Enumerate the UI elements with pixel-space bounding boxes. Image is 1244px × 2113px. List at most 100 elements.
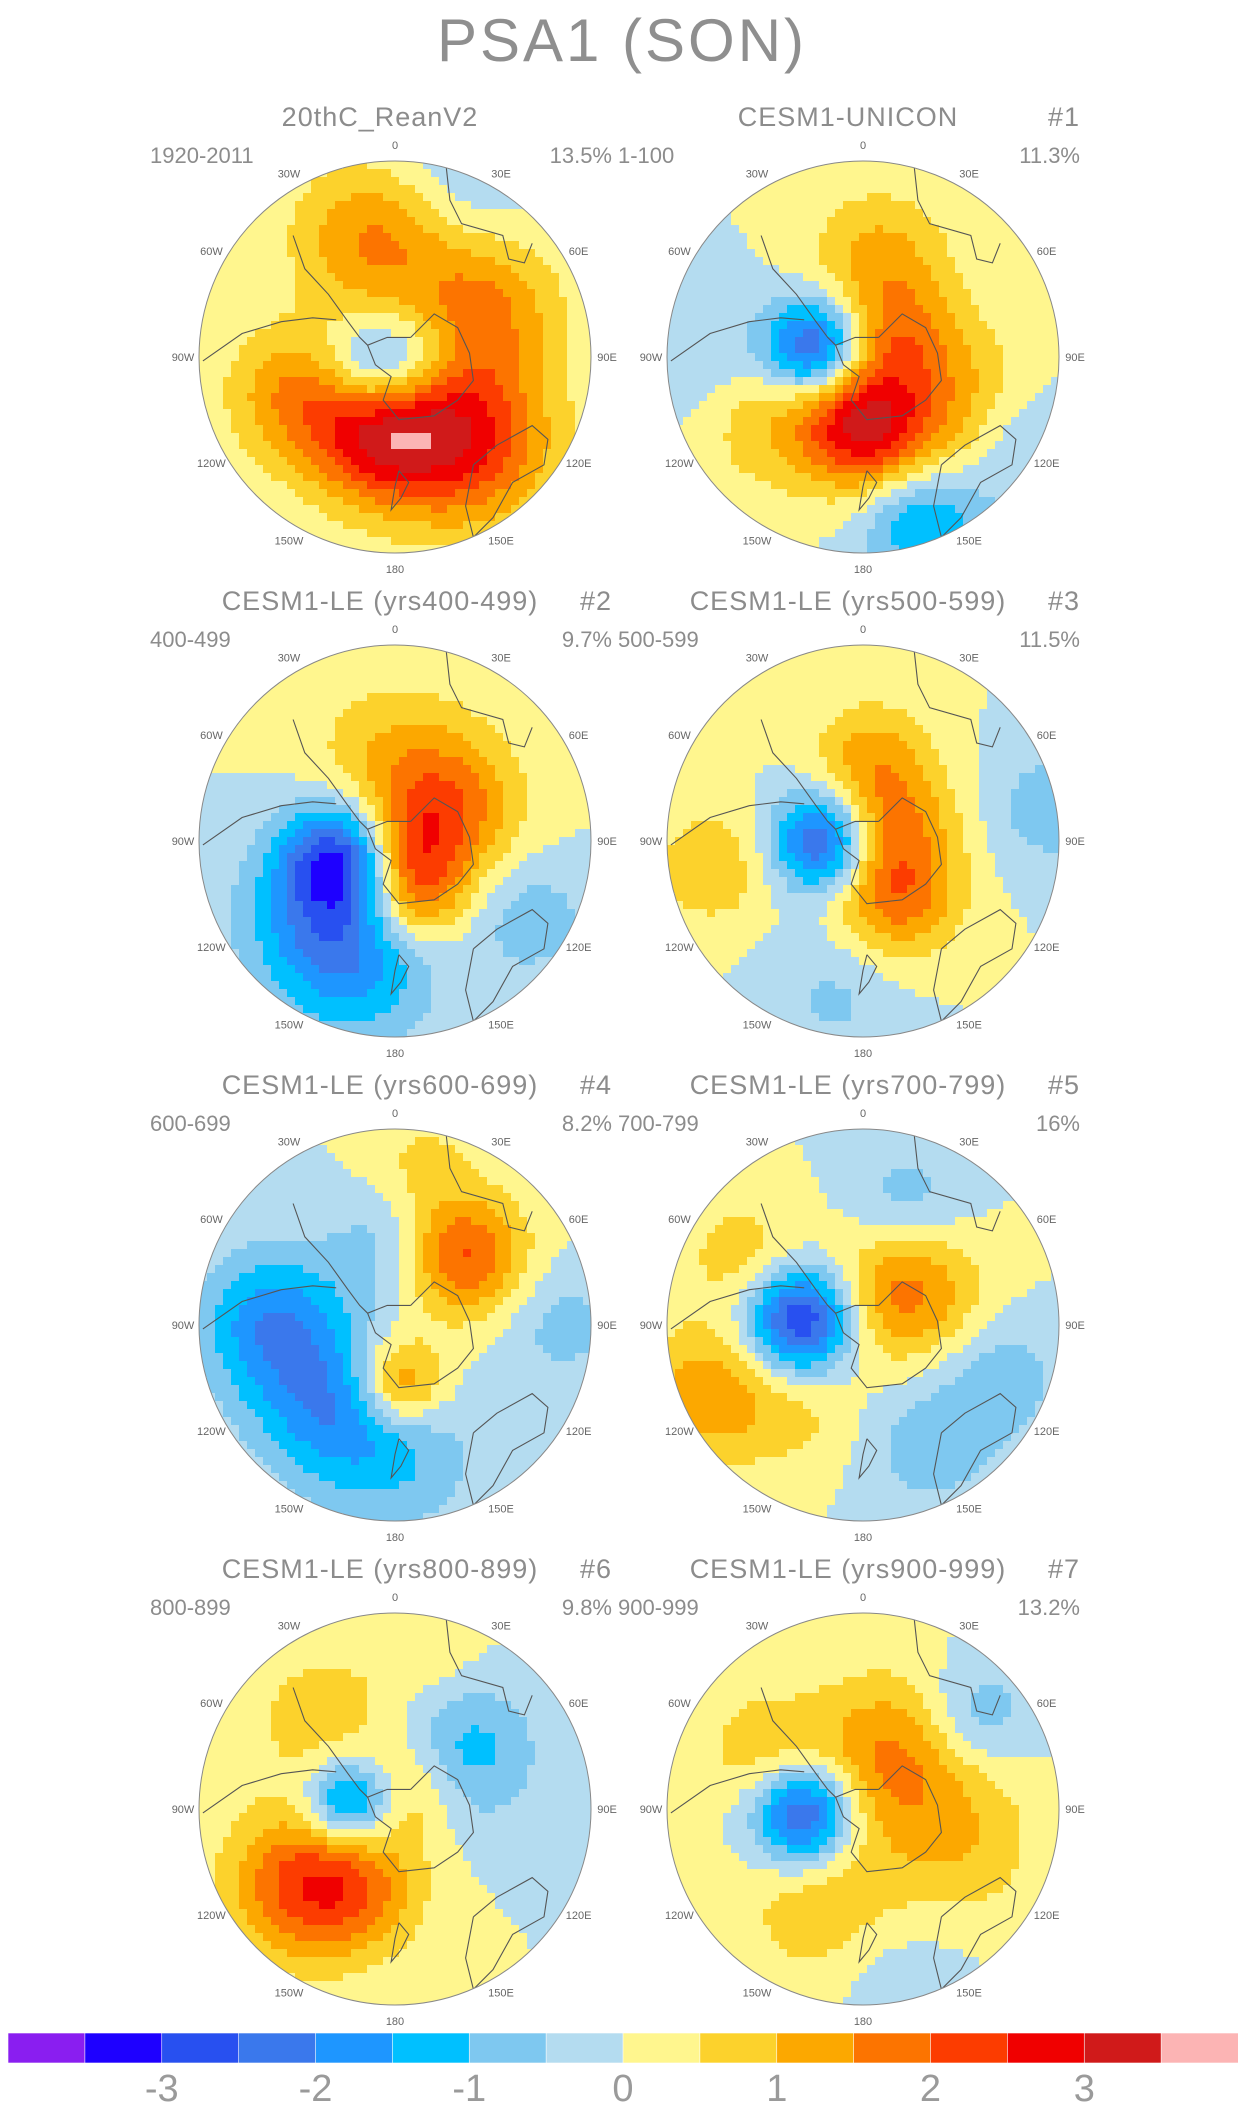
coastline	[445, 164, 533, 264]
longitude-label: 30W	[746, 1136, 769, 1148]
colorbar-tick-label: 0	[612, 2068, 633, 2105]
colorbar-swatch	[930, 2033, 1009, 2064]
map-boundary	[198, 644, 592, 1038]
panel-title: CESM1-LE (yrs400-499)	[221, 586, 539, 616]
polar-map: 0 30E 60E 90E 120E 150E 180 150W 120W 90W 60W 30W	[172, 1592, 617, 2028]
longitude-label: 90E	[1065, 1320, 1085, 1332]
longitude-label: 180	[854, 1532, 872, 1544]
colorbar-tick-label: 3	[1074, 2068, 1095, 2105]
longitude-label: 60E	[1037, 1698, 1057, 1710]
panel-title: CESM1-LE (yrs500-599)	[689, 586, 1007, 616]
longitude-label: 30E	[491, 652, 511, 664]
longitude-label: 60E	[1037, 1214, 1057, 1226]
longitude-label: 150E	[488, 1020, 514, 1032]
longitude-label: 0	[392, 140, 398, 152]
panel-years: 400-499	[150, 627, 231, 652]
longitude-label: 90W	[640, 1320, 663, 1332]
longitude-label: 180	[386, 1532, 404, 1544]
figure-title: PSA1 (SON)	[436, 7, 808, 74]
longitude-label: 120E	[566, 458, 592, 470]
panel-variance: 11.5%	[1019, 627, 1080, 652]
panel-title: CESM1-LE (yrs700-799)	[689, 1070, 1007, 1100]
panel-member-number: #4	[579, 1070, 612, 1100]
coastline	[390, 1438, 410, 1480]
longitude-label: 90W	[172, 352, 195, 364]
longitude-label: 0	[392, 1108, 398, 1120]
anomaly-field	[199, 161, 591, 553]
coastline	[366, 1281, 474, 1389]
longitude-label: 30E	[491, 168, 511, 180]
coastline	[445, 648, 533, 748]
longitude-label: 150W	[275, 536, 304, 548]
longitude-label: 120E	[566, 942, 592, 954]
longitude-label: 180	[386, 564, 404, 576]
coastline	[858, 1922, 878, 1964]
panel-variance: 9.8%	[561, 1595, 612, 1620]
longitude-label: 30E	[959, 168, 979, 180]
longitude-label: 30E	[959, 1136, 979, 1148]
colorbar-swatch	[1160, 2033, 1238, 2064]
panel-member-number: #5	[1047, 1070, 1080, 1100]
longitude-label: 120W	[665, 1426, 694, 1438]
anomaly-field	[667, 645, 1059, 1037]
longitude-label: 150W	[275, 1504, 304, 1516]
map-boundary	[666, 160, 1060, 554]
map-boundary	[198, 1612, 592, 2006]
coastline	[913, 164, 1001, 264]
polar-map: 0 30E 60E 90E 120E 150E 180 150W 120W 90W 60W 30W	[172, 624, 617, 1060]
colorbar-tick-label: 2	[920, 2068, 941, 2105]
longitude-label: 120E	[566, 1910, 592, 1922]
colorbar-tick-label: -1	[452, 2068, 486, 2105]
anomaly-field	[667, 161, 1059, 553]
panel-variance: 16%	[1035, 1111, 1080, 1136]
anomaly-field	[199, 1129, 591, 1521]
anomaly-field	[667, 1613, 1059, 2005]
longitude-label: 60W	[668, 246, 691, 258]
panel-title: CESM1-LE (yrs600-699)	[221, 1070, 539, 1100]
coastline	[202, 317, 337, 362]
coastline	[390, 1922, 410, 1964]
polar-map: 0 30E 60E 90E 120E 150E 180 150W 120W 90W 60W 30W	[172, 1108, 617, 1544]
coastline	[292, 1203, 368, 1314]
coastline	[858, 1438, 878, 1480]
coastline	[202, 1285, 337, 1330]
longitude-label: 90W	[172, 1804, 195, 1816]
panel-variance: 11.3%	[1019, 143, 1080, 168]
longitude-label: 120W	[665, 458, 694, 470]
coastline	[913, 1132, 1001, 1232]
longitude-label: 90E	[1065, 836, 1085, 848]
colorbar-swatch	[392, 2033, 471, 2064]
longitude-label: 180	[854, 1048, 872, 1060]
longitude-label: 150E	[956, 1988, 982, 2000]
longitude-label: 60W	[668, 1698, 691, 1710]
colorbar: -3 -2 -1 0 1 2 3	[8, 2033, 1238, 2105]
coastline	[834, 1765, 942, 1873]
longitude-label: 90W	[640, 836, 663, 848]
longitude-label: 30E	[491, 1136, 511, 1148]
longitude-label: 150E	[488, 536, 514, 548]
longitude-label: 0	[860, 1592, 866, 1604]
coastline	[933, 424, 1017, 539]
panel-years: 900-999	[618, 1595, 699, 1620]
longitude-label: 30W	[278, 1620, 301, 1632]
panel-variance: 9.7%	[561, 627, 612, 652]
coastline	[670, 317, 805, 362]
coastline	[390, 954, 410, 996]
polar-map: 0 30E 60E 90E 120E 150E 180 150W 120W 90W 60W 30W	[172, 140, 617, 576]
panel-variance: 13.5%	[549, 143, 612, 168]
map-panel: CESM1-UNICON #1 1-100 11.3% 0 30E 60E 90E 120E 15…	[598, 102, 1098, 576]
longitude-label: 60W	[200, 1214, 223, 1226]
panel-title: CESM1-UNICON	[737, 102, 959, 132]
map-panel: CESM1-LE (yrs700-799) #5 700-799 16% 0 30E 60E…	[598, 1070, 1098, 1544]
longitude-label: 180	[854, 564, 872, 576]
longitude-label: 150W	[743, 1504, 772, 1516]
coastline	[465, 424, 549, 539]
longitude-label: 120W	[197, 458, 226, 470]
map-panel: CESM1-LE (yrs800-899) #6 800-899 9.8% 0 30E 60…	[130, 1554, 630, 2028]
coastline	[760, 235, 836, 346]
longitude-label: 90W	[640, 352, 663, 364]
coastline	[933, 1876, 1017, 1991]
coastline	[445, 1132, 533, 1232]
coastline	[670, 1769, 805, 1814]
longitude-label: 30W	[746, 652, 769, 664]
